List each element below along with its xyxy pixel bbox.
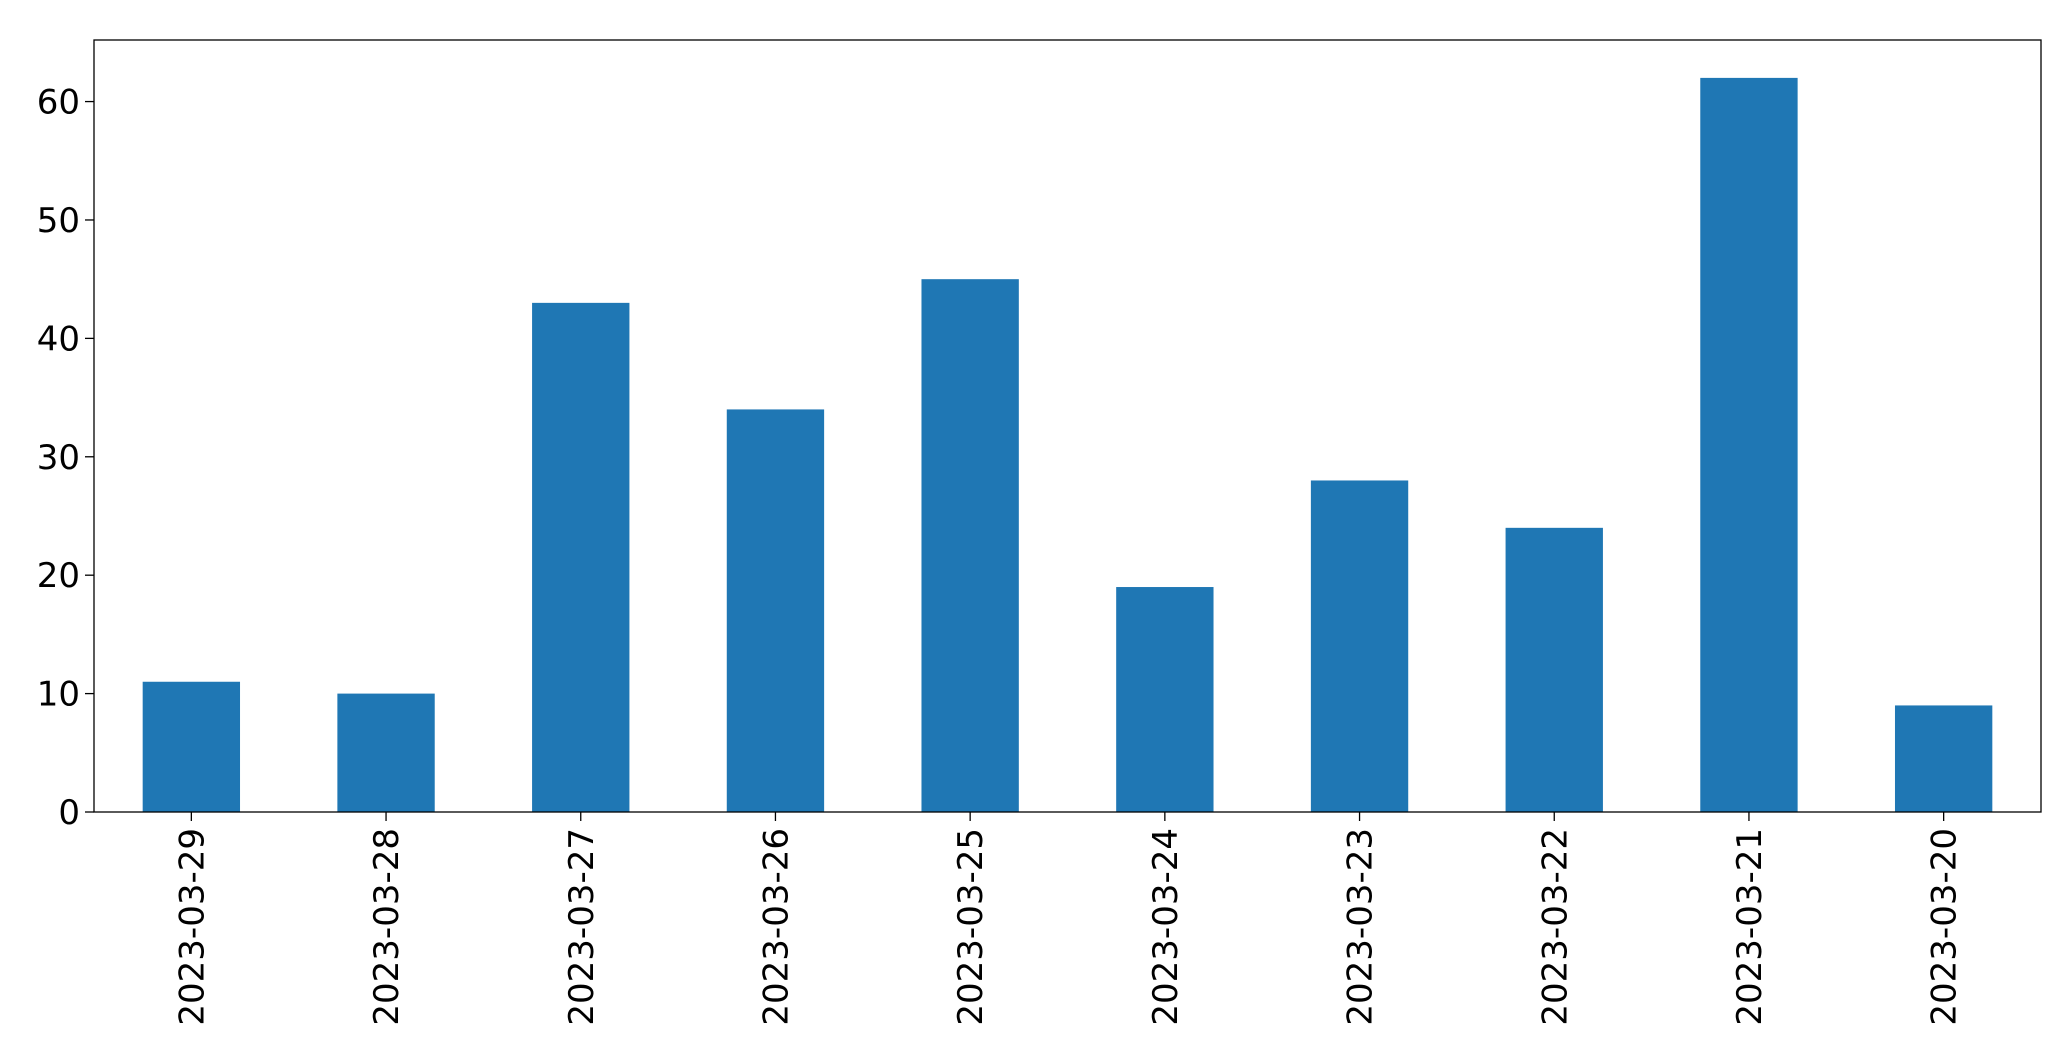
x-tick-label: 2023-03-25 xyxy=(951,828,991,1026)
bar xyxy=(1700,77,1798,812)
x-tick-label: 2023-03-24 xyxy=(1146,828,1186,1026)
bar xyxy=(142,681,241,812)
x-tick-label: 2023-03-20 xyxy=(1925,828,1965,1026)
x-tick-label: 2023-03-28 xyxy=(367,828,407,1026)
y-tick-label: 20 xyxy=(37,556,80,596)
bar xyxy=(1310,480,1409,812)
x-tick-label: 2023-03-21 xyxy=(1730,828,1770,1026)
y-tick-label: 10 xyxy=(37,675,80,715)
y-tick-label: 30 xyxy=(37,438,80,478)
x-tick-label: 2023-03-22 xyxy=(1535,828,1575,1026)
bar xyxy=(921,279,1019,812)
bar xyxy=(1894,705,1993,812)
bar xyxy=(337,693,435,812)
x-tick-label: 2023-03-23 xyxy=(1341,828,1381,1026)
y-tick-label: 50 xyxy=(37,201,80,241)
plot-frame xyxy=(93,39,2042,813)
x-tick-label: 2023-03-26 xyxy=(756,828,796,1026)
y-tick-label: 40 xyxy=(37,319,80,359)
bar xyxy=(1116,587,1214,812)
bar xyxy=(532,302,630,812)
y-tick-label: 0 xyxy=(58,793,80,833)
bar xyxy=(726,409,825,812)
x-tick-label: 2023-03-29 xyxy=(172,828,212,1026)
y-tick-label: 60 xyxy=(37,83,80,123)
x-tick-label: 2023-03-27 xyxy=(562,828,602,1026)
bar xyxy=(1505,527,1603,812)
